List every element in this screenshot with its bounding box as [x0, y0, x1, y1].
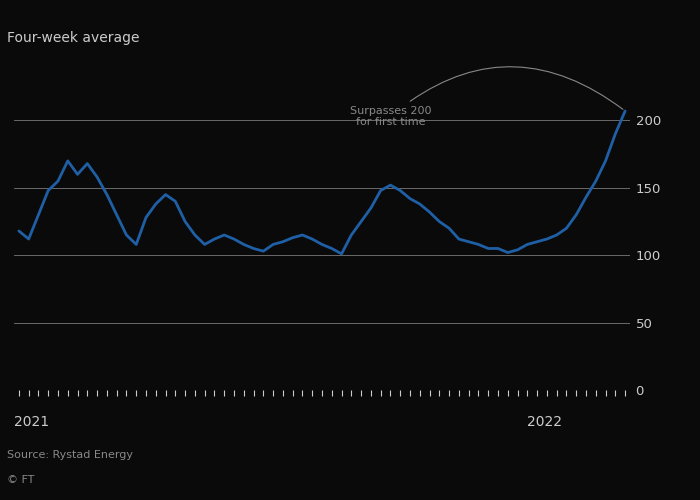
Text: Four-week average: Four-week average	[7, 31, 139, 45]
Text: Surpasses 200
for first time: Surpasses 200 for first time	[350, 66, 623, 127]
Text: 2022: 2022	[527, 415, 562, 429]
Text: 2021: 2021	[14, 415, 49, 429]
Text: © FT: © FT	[7, 475, 34, 485]
Text: Source: Rystad Energy: Source: Rystad Energy	[7, 450, 133, 460]
